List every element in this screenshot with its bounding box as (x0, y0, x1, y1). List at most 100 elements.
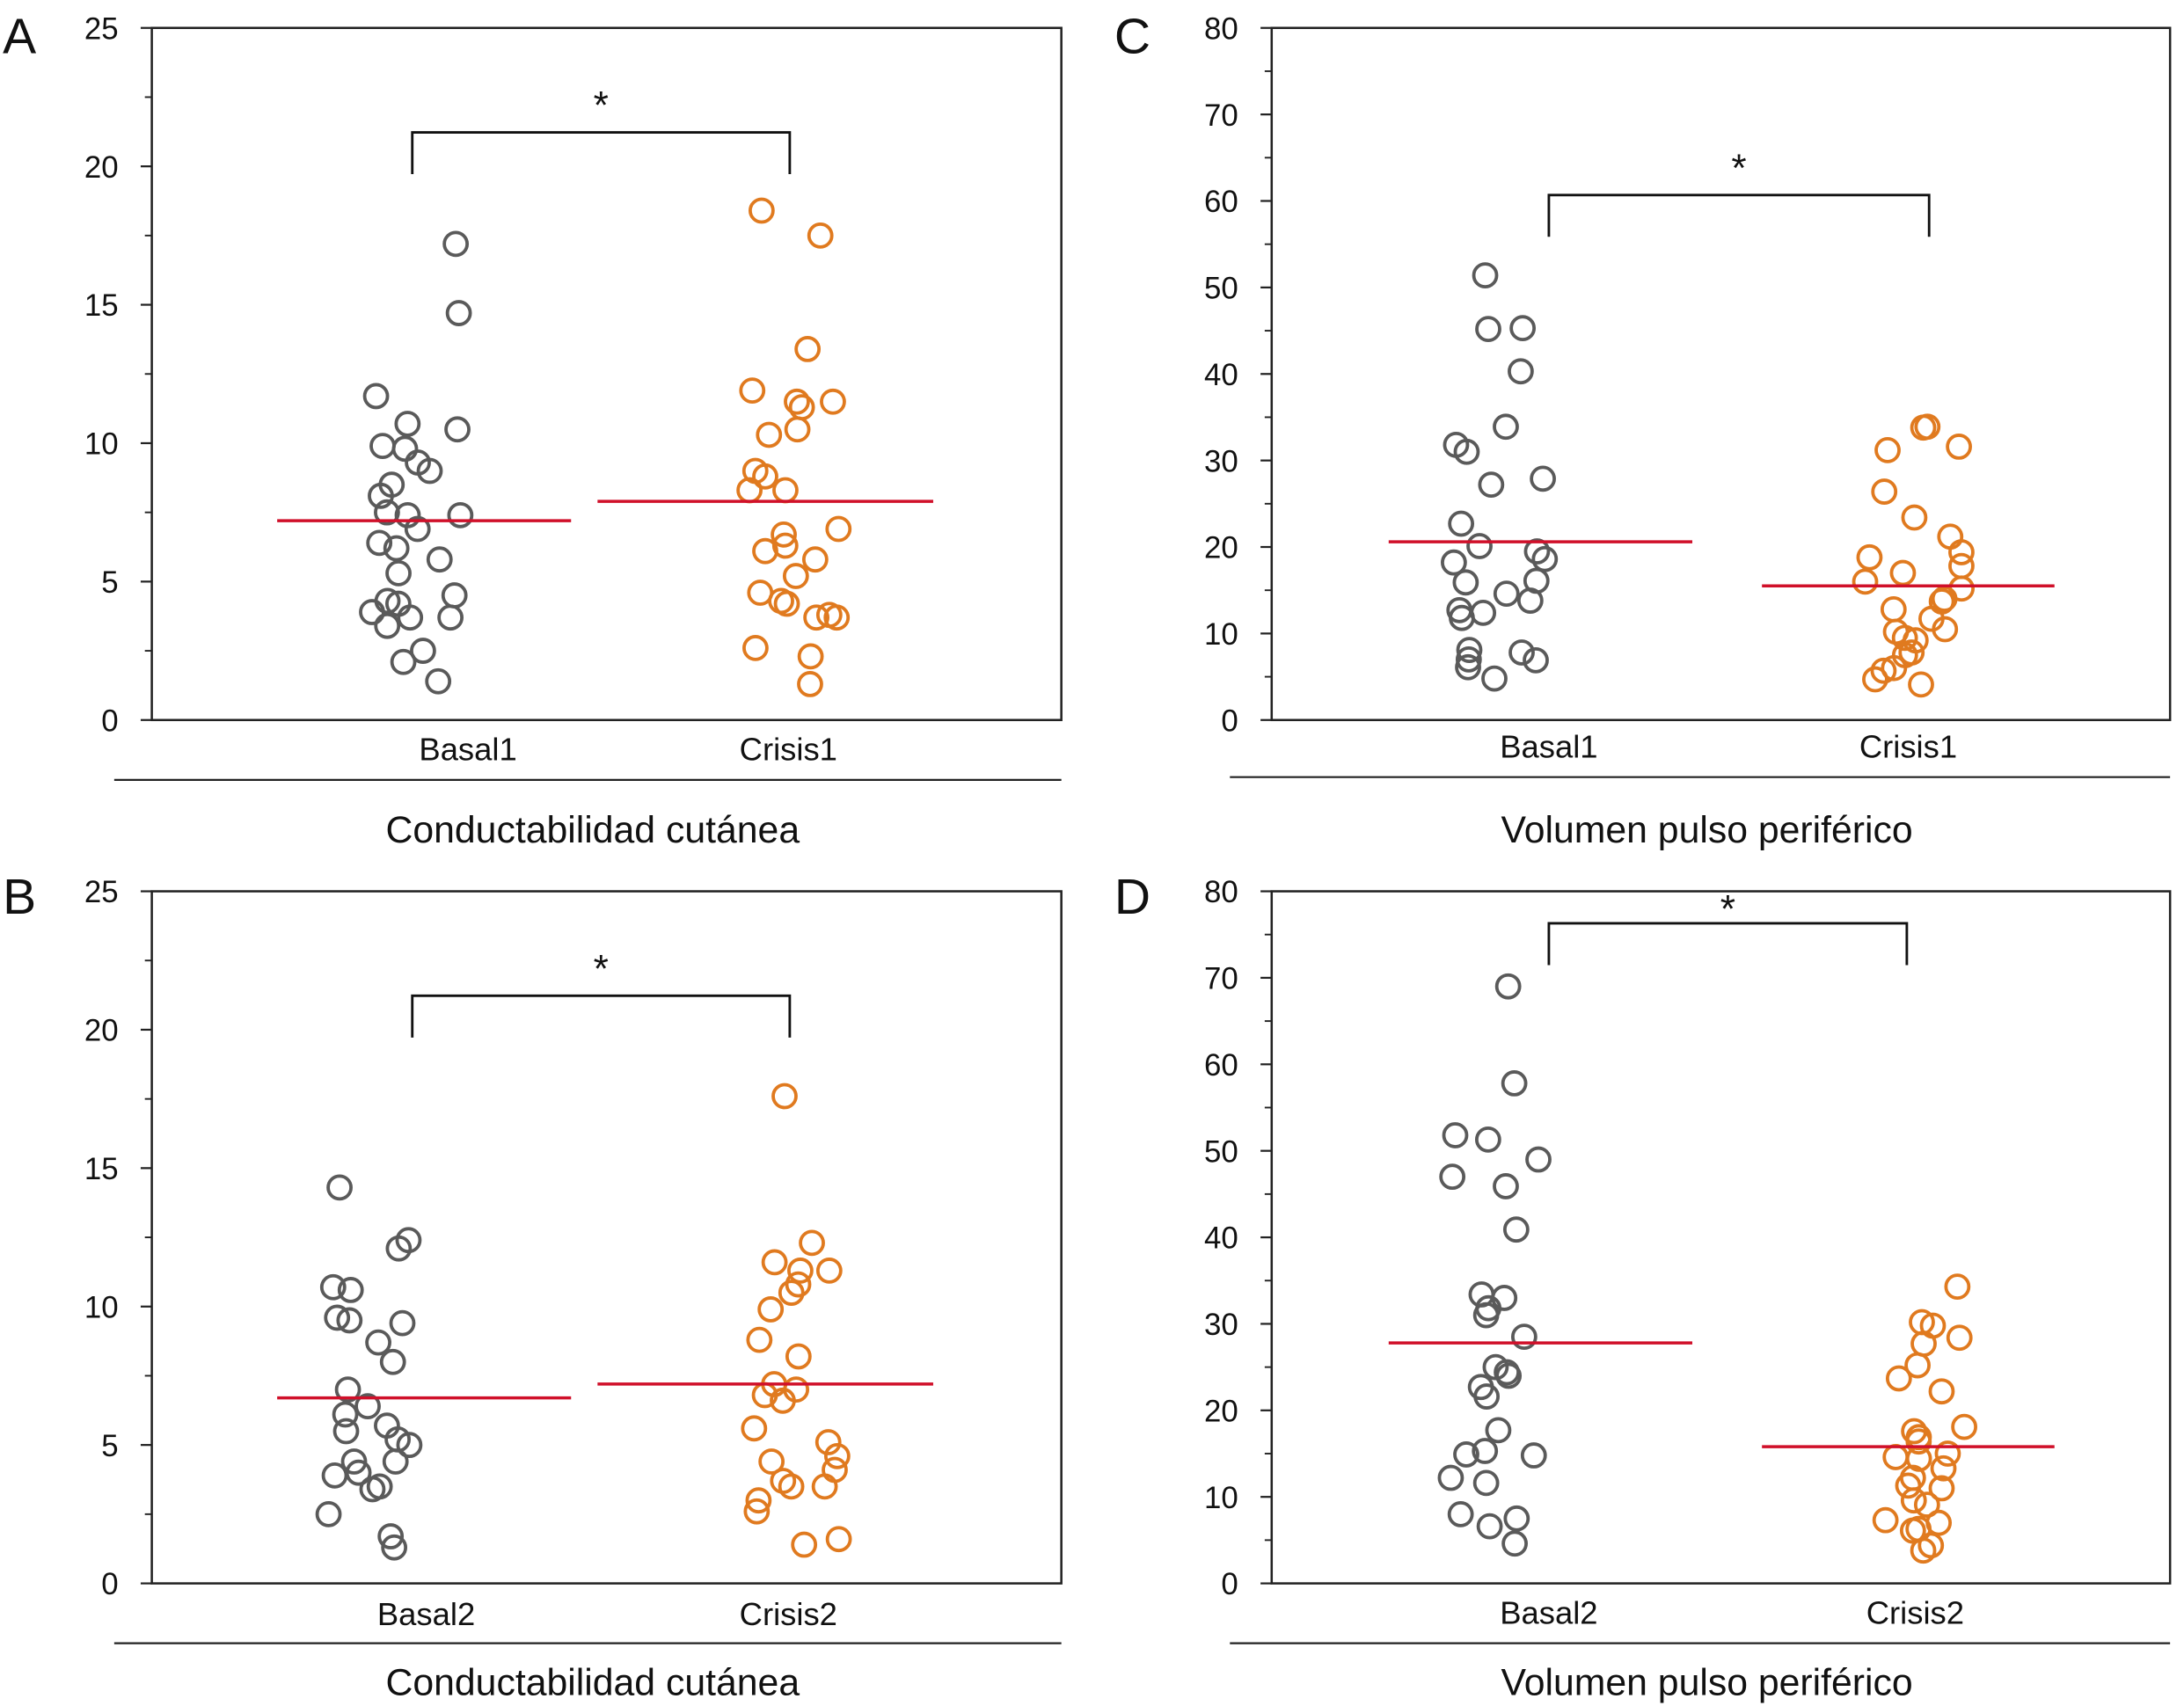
data-point (1910, 1331, 1937, 1357)
data-point (425, 667, 452, 695)
data-point (340, 1448, 368, 1475)
data-point (359, 1476, 386, 1503)
y-tick-label: 15 (84, 1152, 119, 1186)
y-tick-label: 50 (1204, 272, 1238, 306)
category-label: Crisis2 (1866, 1594, 1964, 1630)
data-point (761, 1249, 788, 1276)
data-point (447, 501, 474, 529)
y-tick-label: 30 (1204, 444, 1238, 478)
data-point (1455, 646, 1482, 673)
data-point (391, 435, 419, 463)
data-point (1470, 599, 1497, 626)
data-point (815, 1258, 843, 1284)
data-point (1948, 539, 1975, 565)
data-point (332, 1418, 360, 1445)
data-point (820, 388, 846, 415)
data-point (822, 1456, 848, 1484)
y-tick-label: 0 (101, 704, 118, 738)
data-point (799, 1229, 825, 1257)
data-point (1475, 316, 1501, 342)
data-point (319, 1273, 347, 1301)
significance-bracket (411, 994, 792, 1038)
data-point (1932, 616, 1959, 643)
series-crisis2 (597, 1083, 933, 1558)
data-point (1928, 1475, 1955, 1502)
data-point (746, 1326, 773, 1353)
y-tick-label: 25 (84, 875, 119, 909)
data-point (1468, 1281, 1495, 1308)
series-crisis1 (1762, 413, 2055, 698)
y-tick-label: 25 (84, 11, 119, 46)
data-point (1531, 545, 1559, 572)
data-point (1871, 478, 1898, 505)
data-point (1874, 436, 1901, 463)
data-point (1494, 973, 1522, 1000)
data-point (334, 1376, 362, 1403)
data-point (359, 599, 385, 625)
data-point (1944, 1273, 1971, 1301)
data-point (1441, 549, 1467, 576)
data-point (1473, 1383, 1501, 1410)
y-tick-label: 40 (1204, 1221, 1238, 1256)
data-point (778, 1473, 805, 1500)
data-point (321, 1462, 348, 1489)
data-point (326, 1174, 353, 1201)
data-point (1501, 1530, 1528, 1557)
data-point (1910, 1537, 1937, 1564)
data-point (1525, 1146, 1552, 1173)
data-point (382, 1448, 409, 1475)
data-point (1889, 559, 1917, 587)
data-point (1466, 533, 1493, 559)
data-point (825, 515, 852, 543)
data-point (782, 563, 809, 589)
y-tick-label: 10 (1204, 617, 1238, 652)
series-crisis1 (597, 197, 933, 697)
data-point (1493, 413, 1519, 441)
data-point (1453, 1441, 1479, 1468)
data-point (397, 604, 424, 631)
data-point (752, 537, 778, 565)
data-point (748, 197, 775, 224)
y-tick-label: 20 (1204, 531, 1238, 565)
data-point (778, 1280, 805, 1306)
data-point (1485, 1417, 1512, 1444)
data-point (801, 546, 829, 573)
category-label: Crisis2 (740, 1596, 837, 1632)
data-point (1948, 552, 1975, 580)
y-tick-label: 70 (1204, 962, 1238, 996)
data-point (784, 416, 811, 443)
data-point (758, 1448, 785, 1475)
y-tick-label: 20 (1204, 1394, 1238, 1428)
data-point (441, 582, 468, 609)
plot-frame (1270, 890, 2172, 1585)
y-tick-label: 60 (1204, 185, 1238, 219)
panel-letter: C (1114, 8, 1150, 64)
data-point (362, 383, 390, 410)
significance-star: * (594, 84, 609, 128)
data-point (379, 1348, 406, 1375)
data-point (814, 1429, 842, 1455)
data-point (1917, 1532, 1945, 1559)
data-point (1508, 639, 1535, 666)
data-point (1910, 414, 1937, 441)
data-point (366, 529, 393, 557)
panel-a: A 0 5 10 15 20 25 Basal1 Crisis1 Conductabilidad … (3, 8, 1063, 851)
group-label: Conductabilidad cutánea (385, 1661, 800, 1703)
data-point (1493, 1173, 1519, 1199)
significance-bracket (1547, 922, 1909, 966)
data-point (1452, 569, 1479, 596)
y-tick-label: 80 (1204, 875, 1238, 909)
data-point (374, 612, 401, 639)
data-point (772, 477, 799, 504)
data-point (1447, 1500, 1474, 1527)
data-point (1881, 654, 1908, 682)
data-point (742, 635, 769, 661)
data-point (770, 1387, 796, 1414)
data-point (1937, 523, 1964, 550)
data-point (757, 1296, 785, 1323)
data-point (426, 546, 453, 573)
significance-star: * (594, 947, 609, 990)
data-point (1502, 1216, 1530, 1243)
data-point (788, 394, 815, 420)
data-point (752, 463, 778, 490)
